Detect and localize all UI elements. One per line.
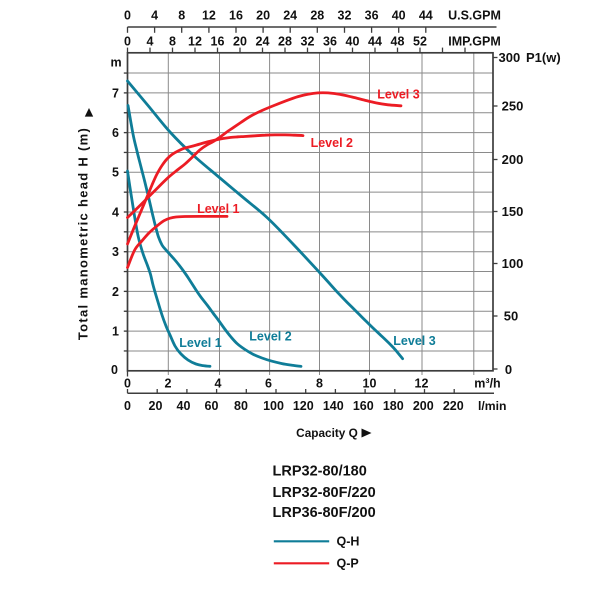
svg-text:1: 1: [112, 325, 119, 339]
svg-text:Level 2: Level 2: [311, 136, 353, 150]
svg-text:120: 120: [293, 399, 314, 413]
svg-text:Capacity Q: Capacity Q: [296, 426, 358, 440]
svg-text:160: 160: [353, 399, 374, 413]
svg-text:0: 0: [124, 377, 131, 391]
svg-text:P1(w): P1(w): [526, 50, 561, 65]
svg-text:4: 4: [151, 9, 158, 23]
svg-text:12: 12: [202, 9, 216, 23]
svg-text:40: 40: [392, 9, 406, 23]
svg-text:36: 36: [365, 9, 379, 23]
svg-text:40: 40: [177, 399, 191, 413]
svg-text:0: 0: [124, 399, 131, 413]
svg-text:2: 2: [165, 377, 172, 391]
svg-text:0: 0: [124, 35, 131, 49]
svg-text:Level 1: Level 1: [197, 202, 239, 216]
svg-text:28: 28: [310, 9, 324, 23]
svg-text:LRP32-80/180: LRP32-80/180: [273, 464, 367, 480]
svg-text:100: 100: [263, 399, 284, 413]
svg-text:LRP32-80F/220: LRP32-80F/220: [273, 485, 376, 501]
svg-text:100: 100: [502, 256, 524, 271]
svg-text:140: 140: [323, 399, 344, 413]
svg-text:16: 16: [229, 9, 243, 23]
svg-text:250: 250: [502, 99, 524, 114]
svg-text:52: 52: [413, 35, 427, 49]
svg-text:8: 8: [316, 377, 323, 391]
svg-text:20: 20: [149, 399, 163, 413]
svg-text:20: 20: [233, 35, 247, 49]
svg-text:Level 3: Level 3: [393, 334, 435, 348]
svg-text:Level 3: Level 3: [377, 87, 419, 101]
svg-text:0: 0: [124, 9, 131, 23]
svg-text:20: 20: [256, 9, 270, 23]
svg-text:12: 12: [188, 35, 202, 49]
svg-text:2: 2: [112, 285, 119, 299]
svg-text:Total manometric head H (m): Total manometric head H (m): [76, 127, 91, 340]
svg-text:60: 60: [205, 399, 219, 413]
svg-text:24: 24: [256, 35, 270, 49]
svg-text:m: m: [110, 55, 121, 69]
svg-text:7: 7: [112, 86, 119, 100]
svg-text:6: 6: [112, 126, 119, 140]
svg-text:l/min: l/min: [478, 399, 506, 413]
svg-text:28: 28: [278, 35, 292, 49]
svg-text:44: 44: [368, 35, 382, 49]
svg-text:Level 2: Level 2: [249, 329, 291, 343]
svg-text:48: 48: [391, 35, 405, 49]
svg-text:12: 12: [415, 377, 429, 391]
svg-text:16: 16: [211, 35, 225, 49]
svg-text:10: 10: [363, 377, 377, 391]
svg-text:0: 0: [111, 363, 118, 377]
svg-text:200: 200: [413, 399, 434, 413]
svg-text:36: 36: [323, 35, 337, 49]
svg-text:U.S.GPM: U.S.GPM: [448, 9, 501, 23]
svg-text:Q-P: Q-P: [337, 557, 359, 571]
svg-text:0: 0: [505, 362, 512, 377]
svg-text:4: 4: [112, 205, 119, 219]
svg-text:4: 4: [147, 35, 154, 49]
svg-text:8: 8: [178, 9, 185, 23]
svg-text:40: 40: [346, 35, 360, 49]
svg-text:5: 5: [112, 166, 119, 180]
svg-text:180: 180: [383, 399, 404, 413]
svg-text:6: 6: [265, 377, 272, 391]
svg-text:LRP36-80F/200: LRP36-80F/200: [273, 505, 376, 521]
svg-text:24: 24: [283, 9, 297, 23]
svg-text:300: 300: [499, 50, 521, 65]
svg-text:150: 150: [502, 204, 524, 219]
svg-text:32: 32: [338, 9, 352, 23]
svg-text:220: 220: [443, 399, 464, 413]
svg-text:32: 32: [301, 35, 315, 49]
svg-text:44: 44: [419, 9, 433, 23]
svg-text:8: 8: [169, 35, 176, 49]
svg-text:80: 80: [234, 399, 248, 413]
svg-text:4: 4: [215, 377, 222, 391]
svg-text:50: 50: [504, 309, 518, 324]
svg-text:200: 200: [502, 152, 524, 167]
svg-text:Q-H: Q-H: [337, 535, 360, 549]
svg-text:IMP.GPM: IMP.GPM: [448, 35, 501, 49]
svg-text:3: 3: [112, 245, 119, 259]
svg-text:Level 1: Level 1: [179, 336, 221, 350]
svg-text:m³/h: m³/h: [474, 377, 500, 391]
